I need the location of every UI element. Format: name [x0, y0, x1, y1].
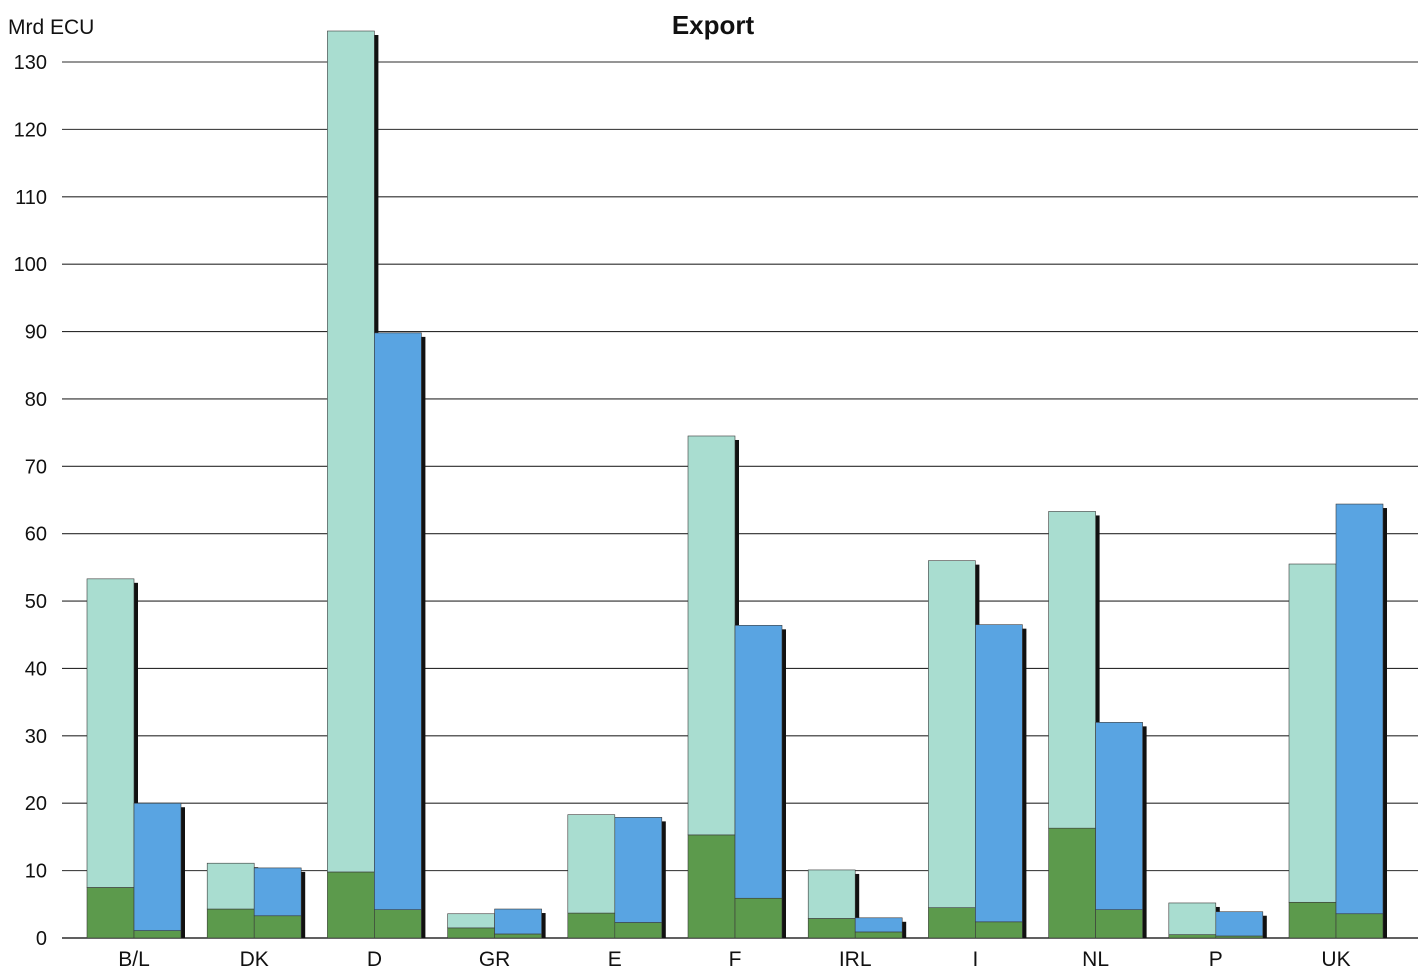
y-tick-label: 0 — [36, 928, 47, 950]
x-tick-label: E — [608, 948, 622, 970]
bar-segment — [567, 912, 616, 939]
bar-segment — [734, 625, 783, 899]
bar-segment — [133, 802, 182, 931]
bar-segment — [1215, 911, 1264, 937]
x-tick-label: IRL — [839, 948, 872, 970]
bar-segment — [1168, 902, 1217, 935]
y-tick-label: 40 — [25, 658, 47, 680]
bar-segment — [567, 814, 616, 914]
y-tick-label: 90 — [25, 322, 47, 344]
bar-segment — [928, 907, 976, 939]
y-axis-label: Mrd ECU — [8, 16, 94, 39]
bar-segment — [86, 578, 135, 888]
chart-title: Export — [672, 10, 755, 40]
x-tick-label: GR — [479, 948, 511, 970]
bar-segment — [327, 30, 375, 873]
bar-segment — [206, 908, 255, 939]
y-tick-label: 50 — [25, 591, 47, 613]
y-tick-label: 60 — [25, 524, 47, 546]
bar-segment — [975, 921, 1023, 939]
bar-segment — [687, 834, 736, 939]
y-tick-label: 30 — [25, 726, 47, 748]
bar-segment — [854, 931, 903, 939]
bar-segment — [494, 908, 542, 935]
bar-segment — [1215, 935, 1264, 939]
bar-segment — [1048, 511, 1096, 829]
bar-segment — [614, 922, 663, 939]
x-tick-label: D — [367, 948, 382, 970]
bar-segment — [807, 918, 856, 939]
bar-segment — [133, 930, 182, 939]
y-tick-label: 10 — [25, 861, 47, 883]
bar-segment — [374, 332, 422, 910]
bar-segment — [687, 435, 736, 836]
y-axis-ticks: 0 10 20 30 40 50 60 70 80 90 100 110 120 130 — [14, 52, 47, 950]
bar-segment — [807, 869, 856, 919]
bar-segment — [854, 917, 903, 933]
bar-segment — [1168, 934, 1217, 939]
y-tick-label: 70 — [25, 456, 47, 478]
bar-segment — [253, 867, 302, 917]
x-tick-label: P — [1209, 948, 1223, 970]
x-axis-ticks: B/L DK D GR E F IRL I NL P UK — [118, 948, 1350, 971]
bars — [86, 30, 1387, 939]
y-tick-label: 80 — [25, 389, 47, 411]
bar-segment — [206, 862, 255, 910]
y-tick-label: 110 — [15, 187, 47, 209]
y-tick-label: 20 — [25, 793, 47, 815]
bar-segment — [734, 897, 783, 939]
bar-segment — [494, 933, 542, 939]
x-tick-label: F — [729, 948, 742, 970]
bar-segment — [447, 913, 495, 929]
y-tick-label: 120 — [14, 119, 47, 141]
bar-segment — [1048, 827, 1096, 939]
bar-segment — [614, 817, 663, 923]
bar-segment — [327, 871, 375, 939]
bar-segment — [1095, 909, 1143, 939]
bar-segment — [928, 560, 976, 908]
x-tick-label: NL — [1082, 948, 1109, 970]
x-tick-label: UK — [1321, 948, 1350, 970]
bar-segment — [975, 624, 1023, 923]
bar-segment — [1288, 901, 1337, 939]
bar-segment — [1335, 503, 1384, 915]
x-tick-label: B/L — [118, 948, 150, 970]
bar-segment — [1095, 722, 1143, 910]
y-tick-label: 130 — [14, 52, 47, 74]
x-tick-label: I — [972, 948, 978, 970]
bar-segment — [1335, 913, 1384, 939]
bar-segment — [1288, 563, 1337, 903]
bar-segment — [86, 887, 135, 939]
bar-segment — [374, 909, 422, 939]
x-tick-label: DK — [240, 948, 269, 970]
bar-segment — [447, 927, 495, 939]
y-tick-label: 100 — [14, 254, 47, 276]
bar-segment — [253, 915, 302, 939]
